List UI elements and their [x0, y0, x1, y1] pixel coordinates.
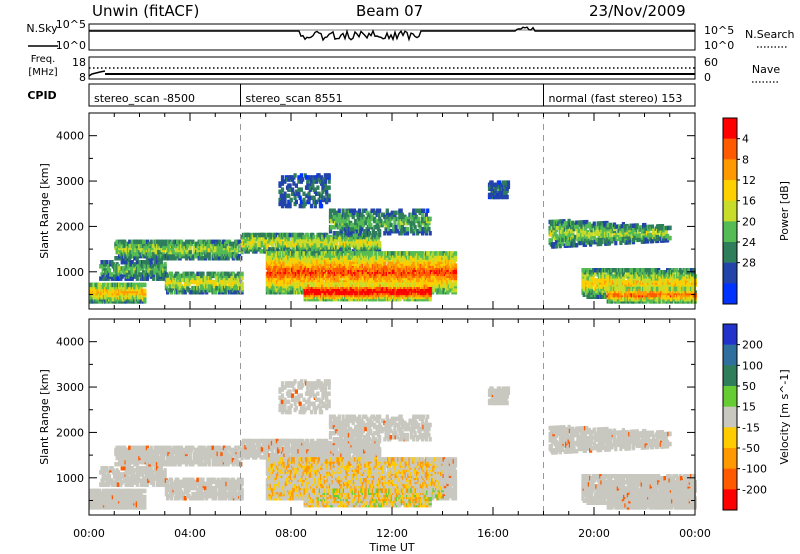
colorbar-segment	[723, 159, 737, 181]
x-tick-label: 04:00	[174, 527, 206, 540]
colorbar-segment	[723, 344, 737, 366]
cpid-segments: stereo_scan -8500 stereo_scan 8551 normal …	[94, 84, 682, 106]
nave-tick-bottom: 0	[704, 71, 711, 84]
freq-label-line1: Freq.	[31, 54, 56, 65]
cpid-strip: CPID stereo_scan -8500 stereo_scan 8551 no…	[27, 83, 696, 107]
y-tick-label: 1000	[56, 266, 84, 279]
colorbar-tick-label: 4	[742, 133, 749, 146]
y-tick-label: 3000	[56, 175, 84, 188]
colorbar-tick-label: 8	[742, 153, 749, 166]
colorbar-segment	[723, 406, 737, 428]
y-axis-label: Slant Range [km]	[38, 163, 51, 259]
colorbar-segment	[723, 242, 737, 263]
x-tick-label: 08:00	[275, 527, 307, 540]
x-tick-label: 00:00	[73, 527, 105, 540]
colorbar-segment	[723, 386, 737, 407]
colorbar-segment	[723, 283, 737, 305]
colorbar-tick-label: 16	[742, 195, 756, 208]
colorbar-segment	[723, 221, 737, 243]
nsearch-label: N.Search	[745, 28, 795, 41]
colorbar-segment	[723, 468, 737, 490]
colorbar-segment	[723, 138, 737, 160]
colorbar-tick-label: 50	[742, 380, 756, 393]
colorbar-tick-label: 15	[742, 401, 756, 414]
frequency-strip: Freq. [MHz] 18 8 60 0 Nave	[28, 54, 780, 84]
colorbar-segment	[723, 118, 737, 139]
colorbar-label: Velocity [m s^-1]	[778, 369, 791, 464]
colorbar-tick-label: 28	[742, 257, 756, 270]
x-tick-label: 00:00	[679, 527, 711, 540]
y-tick-label: 4000	[56, 130, 84, 143]
y-tick-label: 2000	[56, 220, 84, 233]
colorbar-tick-label: 100	[742, 359, 763, 372]
date-title: 23/Nov/2009	[589, 2, 686, 20]
colorbar-segment	[723, 324, 737, 345]
colorbar-tick-label: -100	[742, 463, 767, 476]
x-tick-label: 20:00	[578, 527, 610, 540]
colorbar-tick-label: -15	[742, 421, 760, 434]
colorbar-label: Power [dB]	[778, 181, 791, 241]
colorbar-segment	[723, 365, 737, 387]
noise-tick-right-top: 10^5	[704, 24, 734, 37]
colorbar-segment	[723, 489, 737, 511]
colorbar-segment	[723, 427, 737, 449]
cpid-segment-label: stereo_scan -8500	[94, 92, 195, 105]
y-axis-label: Slant Range [km]	[38, 369, 51, 465]
noise-tick-right-bottom: 10^0	[704, 39, 734, 52]
y-tick-label: 1000	[56, 472, 84, 485]
colorbar-segment	[723, 200, 737, 222]
beam-title: Beam 07	[356, 2, 423, 20]
colorbar-frame	[722, 117, 738, 305]
station-title: Unwin (fitACF)	[92, 2, 199, 20]
colorbar-tick-label: 20	[742, 215, 756, 228]
noise-strip: N.Sky 10^5 10^0 10^5 10^0 N.Search	[26, 18, 794, 52]
nsky-label: N.Sky	[26, 22, 58, 35]
power-panel: 1000 2000 3000 4000 Slant Range [km] 4 8 12 16 20…	[38, 112, 791, 310]
velocity-panel: 1000 2000 3000 4000 Slant Range [km] 200 100 50…	[38, 318, 791, 516]
colorbar-tick-label: 24	[742, 236, 756, 249]
colorbar-frame	[722, 323, 738, 511]
x-tick-label: 16:00	[477, 527, 509, 540]
colorbar-tick-label: -200	[742, 483, 767, 496]
noise-tick-left-bottom: 10^0	[56, 39, 86, 52]
y-tick-label: 3000	[56, 381, 84, 394]
colorbar-tick-label: -50	[742, 442, 760, 455]
cpid-segment-label: normal (fast stereo) 153	[549, 92, 683, 105]
colorbar-segment	[723, 448, 737, 469]
x-tick-label: 12:00	[376, 527, 408, 540]
colorbar-segment	[723, 180, 737, 201]
cpid-label: CPID	[27, 89, 56, 102]
cpid-segment-label: stereo_scan 8551	[246, 92, 343, 105]
noise-tick-left-top: 10^5	[56, 18, 86, 31]
y-tick-label: 2000	[56, 426, 84, 439]
freq-label-line2: [MHz]	[28, 67, 57, 78]
colorbar-tick-label: 200	[742, 339, 763, 352]
colorbar-segment	[723, 262, 737, 284]
time-axis: 00:00 04:00 08:00 12:00 16:00 20:00 00:00	[73, 527, 711, 540]
x-axis-label: Time UT	[368, 541, 414, 554]
y-tick-label: 4000	[56, 336, 84, 349]
freq-tick-top: 18	[72, 56, 86, 69]
freq-tick-bottom: 8	[79, 71, 86, 84]
colorbar-tick-label: 12	[742, 174, 756, 187]
nave-tick-top: 60	[704, 56, 718, 69]
nsky-trace	[89, 26, 695, 42]
nave-label: Nave	[752, 63, 780, 76]
